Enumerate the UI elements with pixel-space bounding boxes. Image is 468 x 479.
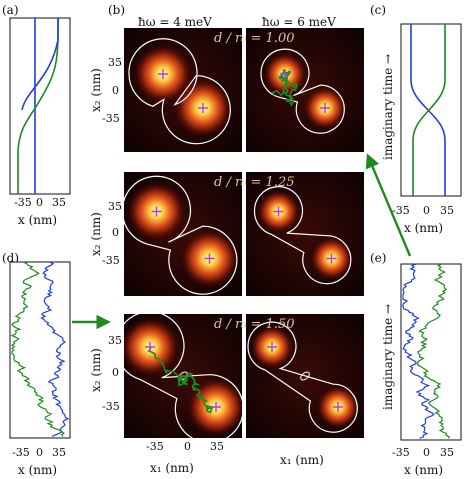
panel-d-green-path	[10, 261, 65, 437]
imaginary-time-path	[147, 346, 214, 414]
peak-marker-2	[333, 402, 343, 412]
peak-marker-2	[198, 103, 208, 113]
panel-e-frame	[400, 263, 462, 441]
ytick-r3-neg35: -35	[102, 400, 120, 413]
panel-d-frame	[9, 261, 71, 439]
panel-c-tick-neg: -35	[392, 204, 410, 217]
peak-marker-2	[320, 103, 330, 113]
density-contour	[247, 321, 358, 433]
peak-marker-1	[151, 206, 162, 217]
xtick-neg35: -35	[146, 440, 164, 453]
density-contour	[260, 48, 345, 134]
panel-d-tick-neg: -35	[12, 446, 30, 459]
row-annotation-2: d / r₀ = 1.25	[214, 175, 295, 190]
ylabel-row-2: x₂ (nm)	[89, 212, 103, 256]
ylabel-row-3: x₂ (nm)	[89, 348, 103, 392]
ytick-r1-35: 35	[108, 56, 122, 69]
panel-d-blue-path	[40, 261, 70, 437]
panel-label-c: (c)	[370, 3, 386, 17]
arrow-e-to-c	[365, 153, 412, 257]
peak-marker-1	[273, 206, 284, 217]
panel-a: -35 0 35 x (nm)	[9, 17, 71, 227]
ylabel-row-1: x₂ (nm)	[89, 68, 103, 112]
xlabel-col-2: x₁ (nm)	[280, 453, 324, 467]
panel-a-xlabel: x (nm)	[18, 213, 57, 227]
peak-marker-1	[267, 342, 277, 352]
panel-a-tick-pos: 35	[52, 196, 66, 209]
density-contour	[124, 175, 238, 295]
panel-d-xlabel: x (nm)	[18, 463, 57, 477]
heatmap-panel-3	[124, 172, 242, 296]
panel-e: -35 0 35 x (nm) imaginary time →	[381, 263, 462, 477]
heatmap-panel-6	[246, 314, 364, 438]
panel-a-blue-path-upper	[21, 18, 59, 111]
ytick-r2-0: 0	[112, 226, 119, 239]
peak-marker-1	[145, 342, 155, 352]
ytick-r3-0: 0	[112, 366, 119, 379]
panel-a-tick-neg: -35	[14, 196, 32, 209]
peak-marker-1	[280, 69, 290, 79]
column-header-6mev: ħω = 6 meV	[262, 15, 336, 29]
panel-c-xlabel: x (nm)	[404, 221, 443, 235]
ytick-r3-35: 35	[108, 334, 122, 347]
panel-label-a: (a)	[2, 3, 19, 17]
peak-marker-1	[158, 69, 168, 79]
panel-label-e: (e)	[370, 251, 386, 265]
row-annotation-1: d / r₀ = 1.00	[214, 31, 295, 46]
panel-d: -35 0 35 x (nm)	[9, 261, 71, 477]
heatmap-panel-4	[246, 172, 364, 296]
ytick-r1-neg35: -35	[102, 112, 120, 125]
panel-e-blue-path	[402, 263, 435, 439]
panel-label-b: (b)	[108, 3, 125, 17]
peak-marker-2	[326, 253, 337, 264]
heatmap-panel-1	[124, 28, 242, 152]
panel-c: -35 0 35 x (nm) imaginary time →	[381, 23, 462, 235]
row-annotation-3: d / r₀ = 1.50	[214, 317, 295, 332]
panel-e-green-path	[416, 263, 450, 439]
panel-c-ylabel: imaginary time →	[381, 54, 395, 160]
inner-contour	[300, 371, 310, 381]
panel-e-ylabel: imaginary time →	[381, 304, 395, 410]
panel-a-tick-zero: 0	[36, 196, 43, 209]
ytick-r1-0: 0	[112, 84, 119, 97]
panel-b-heatmaps	[124, 28, 364, 438]
ytick-r2-neg35: -35	[102, 254, 120, 267]
panel-e-tick-pos: 35	[440, 446, 454, 459]
heatmap-panel-5	[124, 314, 242, 438]
panel-e-xlabel: x (nm)	[404, 463, 443, 477]
xtick-0: 0	[184, 440, 191, 453]
panel-e-tick-zero: 0	[423, 446, 430, 459]
panel-c-frame	[400, 23, 462, 197]
ytick-r2-35: 35	[108, 200, 122, 213]
density-contour	[128, 38, 231, 145]
heatmap-bg	[246, 28, 364, 152]
density-contour	[253, 186, 352, 285]
imaginary-time-path	[272, 69, 299, 107]
panel-d-tick-pos: 35	[52, 446, 66, 459]
panel-a-frame	[9, 17, 71, 195]
xlabel-col-1: x₁ (nm)	[150, 461, 194, 475]
heatmap-panel-2	[246, 28, 364, 152]
density-contour	[124, 314, 242, 438]
panel-e-tick-neg: -35	[392, 446, 410, 459]
peak-marker-2	[204, 253, 215, 264]
panel-c-green-path	[412, 24, 446, 196]
xtick-35: 35	[210, 440, 224, 453]
panel-a-green-path	[17, 17, 59, 194]
column-header-4mev: ħω = 4 meV	[138, 15, 212, 29]
peak-marker-2	[211, 402, 221, 412]
panel-c-tick-zero: 0	[423, 204, 430, 217]
panel-c-tick-pos: 35	[440, 204, 454, 217]
panel-d-tick-zero: 0	[36, 446, 43, 459]
